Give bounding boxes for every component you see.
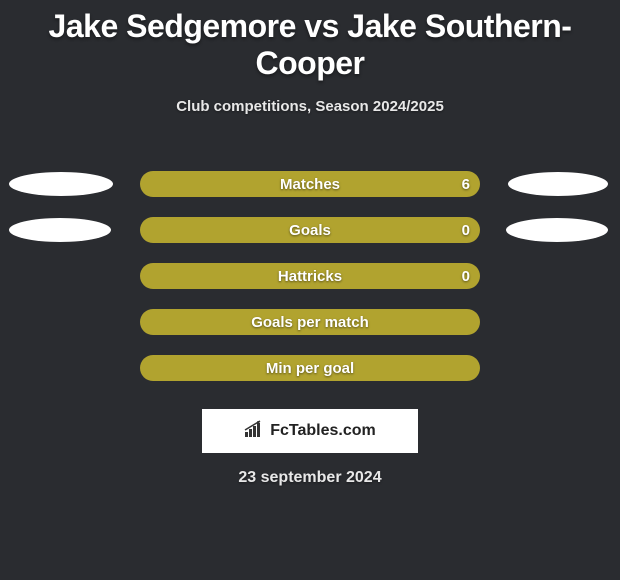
- stat-label: Min per goal: [266, 360, 354, 377]
- stat-value: 6: [462, 176, 470, 193]
- page-title: Jake Sedgemore vs Jake Southern-Cooper: [0, 0, 620, 82]
- stat-row: Matches 6: [0, 161, 620, 207]
- attribution-text: FcTables.com: [270, 422, 376, 440]
- stat-bar: Goals 0: [140, 217, 480, 243]
- stat-bar: Hattricks 0: [140, 263, 480, 289]
- attribution-box: FcTables.com: [202, 409, 418, 453]
- stat-row: Min per goal: [0, 345, 620, 391]
- footer-date: 23 september 2024: [0, 469, 620, 487]
- stat-rows: Matches 6 Goals 0 Hattricks 0 Goals per match M…: [0, 161, 620, 391]
- stat-bar: Min per goal: [140, 355, 480, 381]
- left-ellipse: [9, 172, 113, 196]
- stat-row: Goals 0: [0, 207, 620, 253]
- stat-label: Goals per match: [251, 314, 369, 331]
- left-ellipse: [9, 218, 111, 242]
- right-ellipse: [506, 218, 608, 242]
- stat-row: Hattricks 0: [0, 253, 620, 299]
- stat-label: Goals: [289, 222, 331, 239]
- stat-value: 0: [462, 268, 470, 285]
- stat-row: Goals per match: [0, 299, 620, 345]
- right-ellipse: [508, 172, 608, 196]
- stat-label: Hattricks: [278, 268, 342, 285]
- stat-bar: Goals per match: [140, 309, 480, 335]
- bar-chart-icon: [244, 420, 266, 443]
- stat-label: Matches: [280, 176, 340, 193]
- stat-bar: Matches 6: [140, 171, 480, 197]
- page-subtitle: Club competitions, Season 2024/2025: [0, 98, 620, 115]
- stat-value: 0: [462, 222, 470, 239]
